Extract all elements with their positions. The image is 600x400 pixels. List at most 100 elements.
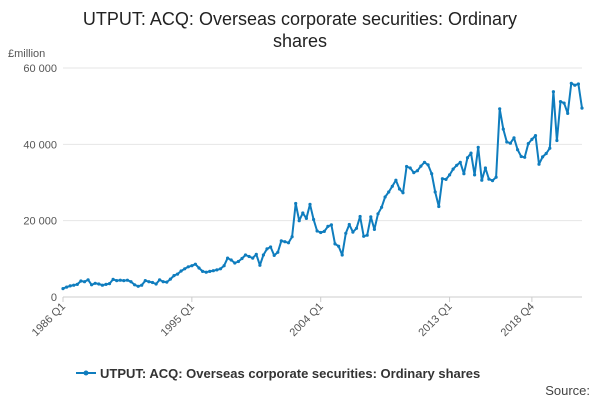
data-point-52 xyxy=(247,254,251,259)
data-point-117 xyxy=(480,178,484,182)
data-point-81 xyxy=(351,230,355,234)
data-point-37 xyxy=(193,262,197,266)
data-point-59 xyxy=(272,253,276,257)
data-point-35 xyxy=(186,265,190,269)
data-point-71 xyxy=(315,229,319,233)
data-point-99 xyxy=(415,169,419,173)
data-point-60 xyxy=(276,250,280,254)
data-point-109 xyxy=(451,167,455,171)
data-point-143 xyxy=(573,83,577,87)
data-point-49 xyxy=(236,259,240,264)
legend[interactable]: UTPUT: ACQ: Overseas corporate securitie… xyxy=(76,366,480,381)
data-point-46 xyxy=(226,256,230,260)
data-point-15 xyxy=(115,279,119,283)
data-point-76 xyxy=(333,242,337,246)
data-point-28 xyxy=(161,280,165,284)
data-point-84 xyxy=(362,234,366,238)
data-point-85 xyxy=(365,233,369,237)
data-point-48 xyxy=(233,261,237,265)
data-point-0 xyxy=(61,287,65,291)
x-tick-label-4: 2018 Q4 xyxy=(499,301,537,339)
data-point-83 xyxy=(358,214,362,219)
data-point-92 xyxy=(390,184,394,188)
data-point-67 xyxy=(301,211,305,215)
data-point-141 xyxy=(566,111,570,115)
data-point-22 xyxy=(140,283,144,287)
data-point-82 xyxy=(354,226,359,230)
data-point-111 xyxy=(458,160,462,164)
data-point-3 xyxy=(72,283,76,287)
data-point-39 xyxy=(201,269,205,273)
data-point-132 xyxy=(533,134,538,138)
y-tick-label-1: 20 000 xyxy=(23,216,57,228)
data-point-4 xyxy=(75,282,79,286)
data-point-11 xyxy=(100,283,104,287)
data-point-14 xyxy=(111,277,115,281)
data-point-112 xyxy=(462,172,466,176)
data-point-5 xyxy=(79,279,83,283)
data-point-136 xyxy=(548,146,552,150)
data-point-110 xyxy=(455,163,459,167)
series-line xyxy=(62,82,583,290)
x-tick-label-1: 1995 Q1 xyxy=(159,301,197,339)
data-point-144 xyxy=(576,82,581,86)
data-point-65 xyxy=(294,201,298,206)
data-point-18 xyxy=(125,278,129,282)
data-point-116 xyxy=(476,145,480,149)
data-point-40 xyxy=(204,270,208,274)
data-point-124 xyxy=(505,140,509,144)
data-point-77 xyxy=(337,244,341,248)
data-point-13 xyxy=(107,282,112,286)
data-point-75 xyxy=(329,223,333,227)
data-point-58 xyxy=(269,245,273,249)
data-point-91 xyxy=(387,190,391,194)
data-point-26 xyxy=(154,282,158,286)
data-point-128 xyxy=(519,154,523,159)
data-point-47 xyxy=(229,258,233,262)
y-axis-ticks: 0 20 000 40 000 60 000 xyxy=(23,63,57,304)
data-point-34 xyxy=(183,267,187,271)
data-point-72 xyxy=(319,230,323,235)
data-point-93 xyxy=(394,178,398,182)
source-label: Source: xyxy=(545,383,590,398)
data-point-107 xyxy=(444,177,448,181)
data-point-56 xyxy=(261,253,265,257)
series-line-group xyxy=(61,81,584,291)
data-point-21 xyxy=(136,284,140,288)
data-point-54 xyxy=(254,252,258,256)
data-point-27 xyxy=(158,278,162,282)
data-point-87 xyxy=(372,227,376,231)
data-point-126 xyxy=(512,136,516,140)
data-point-9 xyxy=(93,281,97,285)
data-point-119 xyxy=(487,177,491,181)
data-point-55 xyxy=(258,263,262,267)
chart-title-line-2: shares xyxy=(273,31,327,51)
legend-label: UTPUT: ACQ: Overseas corporate securitie… xyxy=(100,366,480,381)
data-point-108 xyxy=(448,173,452,177)
data-point-68 xyxy=(304,216,308,220)
data-point-51 xyxy=(243,253,248,257)
data-point-114 xyxy=(469,151,473,155)
data-point-41 xyxy=(208,269,212,273)
data-point-24 xyxy=(147,280,151,284)
data-point-12 xyxy=(104,282,108,286)
data-point-44 xyxy=(218,267,223,271)
data-point-36 xyxy=(190,264,194,268)
data-point-100 xyxy=(419,164,423,168)
data-point-50 xyxy=(240,256,244,261)
y-axis-unit-label: £million xyxy=(8,48,45,60)
data-point-17 xyxy=(122,279,126,283)
data-point-106 xyxy=(440,177,444,181)
data-point-16 xyxy=(118,278,122,282)
data-point-131 xyxy=(530,137,534,141)
data-point-20 xyxy=(133,283,137,287)
data-point-25 xyxy=(150,280,155,285)
data-point-94 xyxy=(397,187,402,191)
data-point-43 xyxy=(215,268,219,272)
data-point-125 xyxy=(508,141,512,145)
data-point-122 xyxy=(498,107,502,111)
data-point-61 xyxy=(279,239,283,243)
data-point-64 xyxy=(290,235,294,239)
data-point-101 xyxy=(422,160,427,164)
data-point-1 xyxy=(65,285,69,289)
